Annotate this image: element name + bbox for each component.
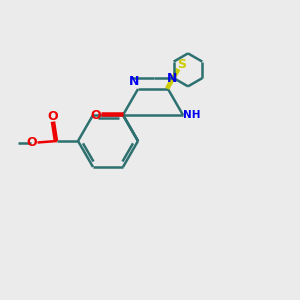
Text: S: S [178,58,187,71]
Text: N: N [167,72,177,85]
Text: O: O [27,136,38,149]
Text: O: O [47,110,58,123]
Text: NH: NH [183,110,200,120]
Text: N: N [129,75,139,88]
Text: O: O [90,109,101,122]
